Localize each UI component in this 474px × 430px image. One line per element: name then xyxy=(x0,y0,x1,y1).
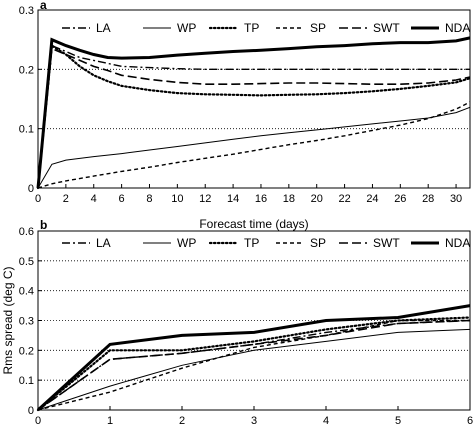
x-tick-label: 8 xyxy=(146,193,152,205)
x-tick-label: 24 xyxy=(366,193,378,205)
series-line-nda xyxy=(36,36,471,189)
x-tick-label: 2 xyxy=(63,193,69,205)
y-tick-label: 0 xyxy=(28,183,34,195)
x-tick-label: 0 xyxy=(35,193,41,205)
series-line-swt xyxy=(37,47,471,189)
legend-label-tp: TP xyxy=(244,236,259,250)
x-axis-title: Forecast time (days) xyxy=(199,217,308,231)
x-tick-label: 30 xyxy=(450,193,462,205)
series-line-wp xyxy=(37,328,471,411)
legend-label-la: LA xyxy=(96,21,111,35)
x-tick-label: 3 xyxy=(251,415,257,427)
x-tick-label: 1 xyxy=(107,415,113,427)
x-tick-label: 10 xyxy=(171,193,183,205)
x-tick-label: 28 xyxy=(422,193,434,205)
y-tick-label: 0.5 xyxy=(19,256,34,268)
x-tick-label: 5 xyxy=(395,415,401,427)
x-tick-label: 0 xyxy=(35,415,41,427)
x-tick-label: 12 xyxy=(199,193,211,205)
x-tick-label: 22 xyxy=(338,193,350,205)
series-line-sp xyxy=(37,101,471,189)
x-tick-label: 16 xyxy=(255,193,267,205)
y-tick-label: 0.2 xyxy=(19,345,34,357)
y-tick-label: 0.3 xyxy=(19,5,34,17)
y-tick-label: 0.4 xyxy=(19,286,34,298)
legend-label-nda: NDA xyxy=(445,236,470,250)
legend-label-sp: SP xyxy=(310,236,326,250)
legend-label-wp: WP xyxy=(177,236,196,250)
y-tick-label: 0.3 xyxy=(19,316,34,328)
x-tick-label: 14 xyxy=(227,193,239,205)
panel-label: a xyxy=(40,0,47,12)
x-tick-label: 4 xyxy=(91,193,97,205)
series-line-wp xyxy=(37,106,471,189)
legend-label-tp: TP xyxy=(244,21,259,35)
legend-label-sp: SP xyxy=(310,21,326,35)
x-tick-label: 2 xyxy=(179,415,185,427)
series-line-swt xyxy=(37,319,471,411)
x-tick-label: 20 xyxy=(311,193,323,205)
y-tick-label: 0.6 xyxy=(19,226,34,238)
x-tick-label: 4 xyxy=(323,415,329,427)
x-tick-label: 6 xyxy=(119,193,125,205)
plot-frame xyxy=(37,9,471,189)
y-tick-label: 0.1 xyxy=(19,375,34,387)
legend-label-swt: SWT xyxy=(373,21,400,35)
y-tick-label: 0 xyxy=(28,405,34,417)
series-line-tp xyxy=(36,43,472,190)
legend-label-swt: SWT xyxy=(373,236,400,250)
x-tick-label: 6 xyxy=(467,415,473,427)
series-line-nda xyxy=(36,304,471,412)
legend-label-wp: WP xyxy=(177,21,196,35)
panel-label: b xyxy=(40,218,47,232)
x-tick-label: 26 xyxy=(394,193,406,205)
legend-label-nda: NDA xyxy=(445,21,470,35)
y-axis-title: Rms spread (deg C) xyxy=(1,266,15,374)
y-tick-label: 0.1 xyxy=(19,124,34,136)
series-line-la xyxy=(37,44,470,189)
series-line-sp xyxy=(37,319,470,411)
x-tick-label: 18 xyxy=(283,193,295,205)
y-tick-label: 0.2 xyxy=(19,64,34,76)
legend-label-la: LA xyxy=(96,236,111,250)
panel-b: 0 1 2 3 4 5 6 0 0.1 0.2 0.3 0.4 0.5 0.6 LA WP TP SP SWT NDA… xyxy=(1,218,473,427)
